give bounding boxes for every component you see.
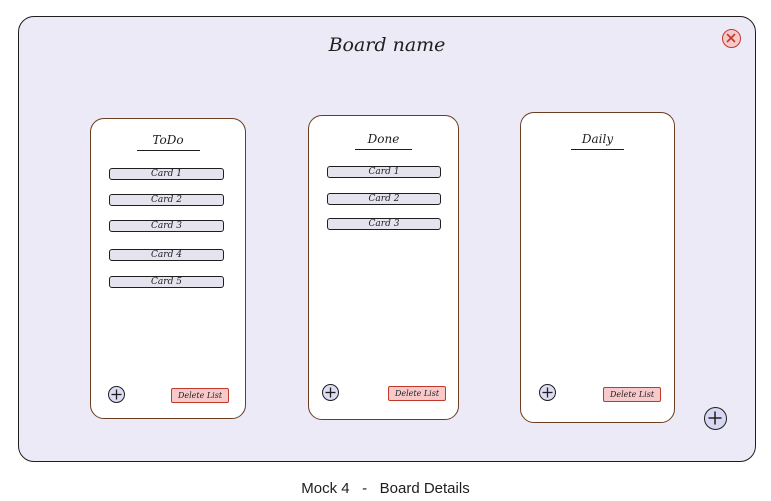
card-item[interactable]: Card 1: [109, 168, 224, 180]
card-item[interactable]: Card 5: [109, 276, 224, 288]
mock-caption: Mock 4 - Board Details: [301, 480, 470, 497]
card-item[interactable]: Card 4: [109, 249, 224, 261]
delete-list-button[interactable]: Delete List: [388, 386, 446, 401]
card-item[interactable]: Card 2: [109, 194, 224, 206]
add-card-button[interactable]: [539, 384, 556, 401]
close-board-button[interactable]: [722, 29, 741, 48]
plus-circle-icon: [325, 387, 336, 398]
delete-list-button[interactable]: Delete List: [603, 387, 661, 402]
list-title-underline: [137, 150, 200, 151]
list-title: Done: [367, 132, 400, 146]
list-title-underline: [355, 149, 412, 150]
plus-circle-icon: [542, 387, 553, 398]
list-daily: Daily Delete List: [520, 112, 675, 423]
board-frame: Board name ToDo Card 1 Card 2 Card 3 Car…: [18, 16, 756, 462]
add-list-button[interactable]: [704, 407, 727, 430]
list-title: ToDo: [152, 133, 184, 147]
card-item[interactable]: Card 3: [327, 218, 441, 230]
plus-circle-icon: [708, 411, 722, 425]
list-title-underline: [571, 149, 624, 150]
card-item[interactable]: Card 3: [109, 220, 224, 232]
list-todo: ToDo Card 1 Card 2 Card 3 Card 4 Card 5 …: [90, 118, 246, 419]
add-card-button[interactable]: [322, 384, 339, 401]
card-item[interactable]: Card 2: [327, 193, 441, 205]
list-title: Daily: [581, 132, 614, 146]
card-item[interactable]: Card 1: [327, 166, 441, 178]
board-name: Board name: [328, 34, 446, 56]
list-done: Done Card 1 Card 2 Card 3 Delete List: [308, 115, 459, 420]
delete-list-button[interactable]: Delete List: [171, 388, 229, 403]
close-icon: [726, 33, 736, 43]
plus-circle-icon: [111, 389, 122, 400]
add-card-button[interactable]: [108, 386, 125, 403]
